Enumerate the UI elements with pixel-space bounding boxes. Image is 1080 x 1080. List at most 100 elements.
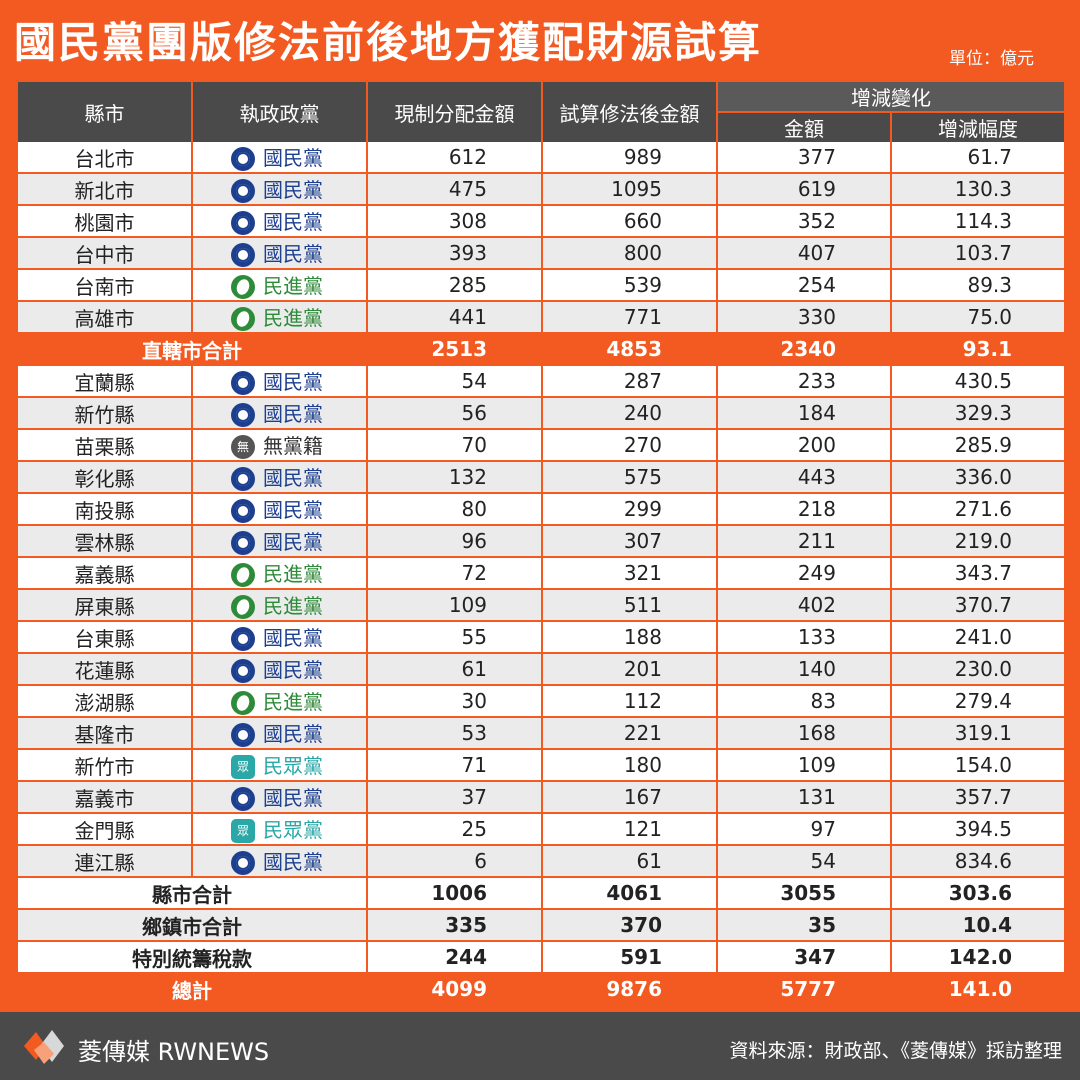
brand-name: 菱傳媒 RWNEWS [78,1038,270,1066]
party-name: 國民黨 [263,626,323,651]
table-row: 南投縣 國民黨 80 299 218 271.6 [16,493,1066,526]
total-row: 特別統籌稅款 244 591 347 142.0 [16,941,1066,974]
party-name: 國民黨 [263,850,323,875]
party-cell: 國民黨 [191,461,368,494]
city-name: 雲林縣 [16,525,193,558]
total-pct: 303.6 [890,877,1066,910]
city-name: 台北市 [16,142,193,174]
city-name: 南投縣 [16,493,193,526]
header-pct: 增減幅度 [890,112,1066,142]
change-amount: 109 [716,749,892,782]
total-current: 1006 [366,877,543,910]
city-name: 苗栗縣 [16,429,193,462]
header-current: 現制分配金額 [366,82,543,142]
party-kmt-icon [231,466,255,491]
total-pct: 141.0 [890,973,1066,1006]
total-pct: 142.0 [890,941,1066,974]
change-amount: 168 [716,717,892,750]
total-label: 縣市合計 [16,877,368,910]
total-row: 總計 4099 9876 5777 141.0 [16,973,1066,1006]
party-cell: 國民黨 [191,781,368,814]
total-amount: 347 [716,941,892,974]
after-amount: 270 [541,429,718,462]
table-row: 新竹縣 國民黨 56 240 184 329.3 [16,397,1066,430]
change-pct: 319.1 [890,717,1066,750]
city-name: 金門縣 [16,813,193,846]
city-name: 連江縣 [16,845,193,878]
total-after: 370 [541,909,718,942]
party-cell: 民進黨 [191,269,368,302]
party-name: 國民黨 [263,402,323,427]
change-pct: 834.6 [890,845,1066,878]
total-label: 總計 [16,973,368,1006]
current-amount: 72 [366,557,543,590]
change-amount: 131 [716,781,892,814]
total-after: 9876 [541,973,718,1006]
party-name: 民進黨 [263,562,323,587]
party-cell: 民進黨 [191,557,368,590]
change-amount: 377 [716,142,892,174]
table-row: 雲林縣 國民黨 96 307 211 219.0 [16,525,1066,558]
party-kmt-icon [231,178,255,203]
rwnews-logo-icon [24,1030,64,1064]
table-row: 連江縣 國民黨 6 61 54 834.6 [16,845,1066,878]
party-name: 國民黨 [263,210,323,235]
city-name: 新竹縣 [16,397,193,430]
party-name: 國民黨 [263,242,323,267]
table-row: 澎湖縣 民進黨 30 112 83 279.4 [16,685,1066,718]
change-amount: 330 [716,301,892,334]
party-cell: 國民黨 [191,397,368,430]
current-amount: 96 [366,525,543,558]
table-body: 台北市 國民黨 612 989 377 61.7 新北市 國民黨 475 1095 619 130.3… [16,142,1066,1006]
after-amount: 61 [541,845,718,878]
total-row: 鄉鎮市合計 335 370 35 10.4 [16,909,1066,942]
current-amount: 308 [366,205,543,238]
table-row: 金門縣眾民眾黨 25 121 97 394.5 [16,813,1066,846]
total-pct: 10.4 [890,909,1066,942]
table-row: 桃園市 國民黨 308 660 352 114.3 [16,205,1066,238]
party-cell: 民進黨 [191,589,368,622]
allocation-table: 縣市 執政政黨 現制分配金額 試算修法後金額 增減變化 金額 增減幅度 台北市國… [16,82,1066,1006]
party-cell: 國民黨 [191,142,368,174]
after-amount: 201 [541,653,718,686]
party-kmt-icon [231,626,255,651]
after-amount: 539 [541,269,718,302]
party-name: 國民黨 [263,178,323,203]
header-party: 執政政黨 [191,82,368,142]
after-amount: 771 [541,301,718,334]
party-kmt-icon [231,370,255,395]
change-amount: 200 [716,429,892,462]
change-amount: 54 [716,845,892,878]
change-pct: 154.0 [890,749,1066,782]
total-label: 鄉鎮市合計 [16,909,368,942]
change-amount: 97 [716,813,892,846]
party-name: 民進黨 [263,594,323,619]
total-amount: 5777 [716,973,892,1006]
after-amount: 167 [541,781,718,814]
party-cell: 國民黨 [191,205,368,238]
party-cell: 國民黨 [191,845,368,878]
city-name: 新北市 [16,173,193,206]
city-name: 彰化縣 [16,461,193,494]
total-current: 2513 [366,333,543,366]
change-pct: 279.4 [890,685,1066,718]
header-amount: 金額 [716,112,892,142]
table-row: 台北市 國民黨 612 989 377 61.7 [16,142,1066,174]
party-dpp-icon [231,274,255,299]
party-dpp-icon [231,306,255,331]
change-amount: 184 [716,397,892,430]
table-row: 基隆市 國民黨 53 221 168 319.1 [16,717,1066,750]
city-name: 澎湖縣 [16,685,193,718]
after-amount: 240 [541,397,718,430]
table-row: 新北市 國民黨 475 1095 619 130.3 [16,173,1066,206]
party-name: 國民黨 [263,370,323,395]
party-name: 國民黨 [263,498,323,523]
after-amount: 221 [541,717,718,750]
party-name: 民進黨 [263,306,323,331]
change-amount: 140 [716,653,892,686]
after-amount: 321 [541,557,718,590]
party-tpp-icon: 眾 [231,754,255,779]
after-amount: 575 [541,461,718,494]
change-pct: 130.3 [890,173,1066,206]
party-name: 民眾黨 [263,754,323,779]
